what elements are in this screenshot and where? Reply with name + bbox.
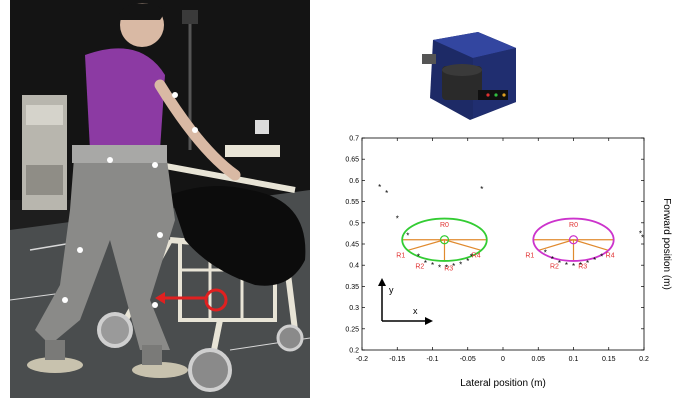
scan-point: * <box>579 261 582 270</box>
y-tick-label: 0.55 <box>345 199 359 206</box>
scan-point: * <box>452 262 455 271</box>
scan-point: * <box>641 234 644 243</box>
foot-model-2: R0 R1 R2 R3 R4 <box>525 217 615 271</box>
scan-point: * <box>417 253 420 262</box>
scan-point: * <box>544 248 547 257</box>
x-axis-label: Lateral position (m) <box>460 378 546 389</box>
foot-region-label: R4 <box>606 253 615 260</box>
foot-region-label: R0 <box>569 222 578 229</box>
x-tick-label: -0.1 <box>426 356 438 363</box>
laser-scan-plot: -0.2 -0.15 -0.1 -0.05 0 0.05 0.1 0.15 0.2 0.2 0.25… <box>338 128 674 398</box>
scan-points: ******* * * * * * * * ** * * * * * * *** <box>378 183 644 273</box>
x-arrow-head <box>425 317 433 325</box>
y-tick-label: 0.4 <box>349 263 359 270</box>
scan-point: * <box>639 229 642 238</box>
y-tick-label: 0.2 <box>349 348 359 355</box>
foot-model-1: R0 R1 R2 R3 R4 <box>396 217 488 272</box>
foot-center-marker <box>439 235 450 245</box>
x-tick-label: 0.05 <box>531 356 545 363</box>
x-tick-label: 0 <box>501 356 505 363</box>
scan-point: * <box>424 259 427 268</box>
x-tick-label: 0.2 <box>639 356 649 363</box>
x-tick-label: -0.05 <box>460 356 476 363</box>
scan-point: * <box>438 263 441 272</box>
foot-ray <box>573 239 609 251</box>
foot-ray <box>444 239 482 251</box>
y-axis-label: Forward position (m) <box>661 198 672 290</box>
scan-point: * <box>385 189 388 198</box>
scan-point: * <box>600 253 603 262</box>
foot-center-marker <box>568 235 579 245</box>
x-tick-label: 0.15 <box>602 356 616 363</box>
foot-ellipse <box>401 217 488 262</box>
scan-point: * <box>470 253 473 262</box>
x-tick-label: 0.1 <box>569 356 579 363</box>
walker-photo <box>10 0 310 398</box>
y-tick-label: 0.35 <box>345 284 359 291</box>
axis-ticks: -0.2 -0.15 -0.1 -0.05 0 0.05 0.1 0.15 0.2 0.2 0.25… <box>345 136 649 364</box>
scan-point: * <box>551 255 554 264</box>
scan-point: * <box>445 263 448 272</box>
y-arrow-label: y <box>389 285 394 295</box>
foot-region-label: R3 <box>444 265 453 272</box>
x-tick-label: -0.15 <box>389 356 405 363</box>
xy-axis-arrows: y x <box>378 278 433 325</box>
walker-photo-illustration <box>10 0 310 398</box>
foot-region-label: R1 <box>525 253 534 260</box>
scan-point: * <box>396 215 399 224</box>
scan-point: * <box>406 232 409 241</box>
foot-ray <box>538 239 574 251</box>
scan-point: * <box>431 261 434 270</box>
scan-point: * <box>459 260 462 269</box>
foot-ellipse <box>532 217 615 262</box>
plot-axes-frame <box>361 137 645 351</box>
scan-point: * <box>466 257 469 266</box>
y-tick-label: 0.6 <box>349 178 359 185</box>
y-arrow-head <box>378 278 386 286</box>
foot-region-label: R0 <box>440 222 449 229</box>
laser-sensor-illustration <box>422 32 516 120</box>
y-tick-label: 0.65 <box>345 157 359 164</box>
x-arrow-label: x <box>413 306 418 316</box>
scan-point: * <box>565 261 568 270</box>
scan-point: * <box>593 256 596 265</box>
scan-point: * <box>480 185 483 194</box>
foot-region-label: R2 <box>415 264 424 271</box>
y-tick-label: 0.25 <box>345 326 359 333</box>
foot-region-label: R2 <box>550 264 559 271</box>
y-tick-label: 0.3 <box>349 305 359 312</box>
foot-ray <box>407 239 445 251</box>
y-tick-label: 0.5 <box>349 220 359 227</box>
foot-region-label: R4 <box>472 253 481 260</box>
foot-region-label: R1 <box>396 253 405 260</box>
laser-sensor-image <box>418 28 528 124</box>
scan-point: * <box>572 262 575 271</box>
scan-point: * <box>586 259 589 268</box>
scan-point: * <box>558 259 561 268</box>
foot-models: R0 R1 R2 R3 R4 R0 R1 R2 R3 R4 <box>396 217 615 272</box>
laser-scan-chart: -0.2 -0.15 -0.1 -0.05 0 0.05 0.1 0.15 0.2 0.2 0.25… <box>345 136 672 390</box>
scan-point: * <box>378 183 381 192</box>
foot-region-label: R3 <box>578 264 587 271</box>
y-tick-label: 0.45 <box>345 242 359 249</box>
x-tick-label: -0.2 <box>356 356 368 363</box>
y-tick-label: 0.7 <box>349 136 359 143</box>
